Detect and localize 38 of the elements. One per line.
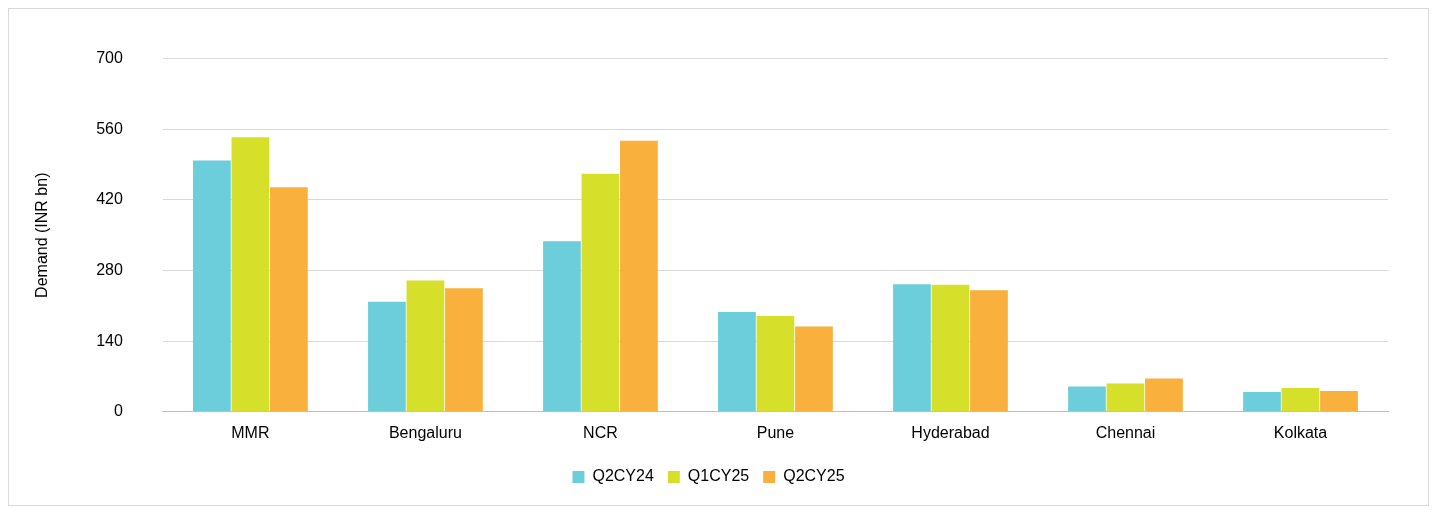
legend-label: Q2CY24: [592, 467, 654, 485]
bar: [718, 311, 756, 412]
y-tick-label: 0: [113, 402, 123, 420]
y-tick-label: 700: [96, 49, 123, 67]
y-axis-title: Demand (INR bn): [33, 172, 51, 298]
bar: [620, 140, 658, 412]
bar: [1320, 391, 1358, 412]
x-tick-label: NCR: [583, 423, 618, 441]
legend-label: Q2CY25: [783, 467, 845, 485]
bar: [1145, 378, 1183, 412]
bar: [1068, 386, 1106, 412]
y-tick-label: 280: [96, 260, 123, 278]
legend-label: Q1CY25: [687, 467, 750, 485]
bar: [1281, 388, 1320, 412]
bar: [193, 160, 231, 412]
x-tick-label: Bengaluru: [388, 423, 462, 441]
y-tick-label: 560: [96, 119, 123, 137]
bar: [445, 288, 483, 412]
x-tick-label: Kolkata: [1273, 423, 1328, 441]
y-tick-label: 140: [96, 331, 123, 349]
bar: [368, 301, 406, 412]
x-tick-label: Hyderabad: [911, 423, 990, 441]
x-tick-label: Pune: [756, 423, 795, 441]
bar: [970, 290, 1008, 412]
bar: [270, 187, 308, 412]
bar: [581, 173, 620, 412]
bar: [893, 284, 931, 412]
bar: [931, 284, 970, 412]
bar: [543, 241, 581, 412]
bar: [1106, 383, 1145, 412]
bar: [756, 315, 795, 412]
bar: [406, 280, 445, 412]
bar: [1243, 392, 1281, 412]
bar: [231, 137, 270, 412]
x-tick-label: Chennai: [1095, 423, 1156, 441]
bar: [795, 326, 833, 412]
x-tick-label: MMR: [231, 423, 270, 441]
y-tick-label: 420: [96, 190, 123, 208]
